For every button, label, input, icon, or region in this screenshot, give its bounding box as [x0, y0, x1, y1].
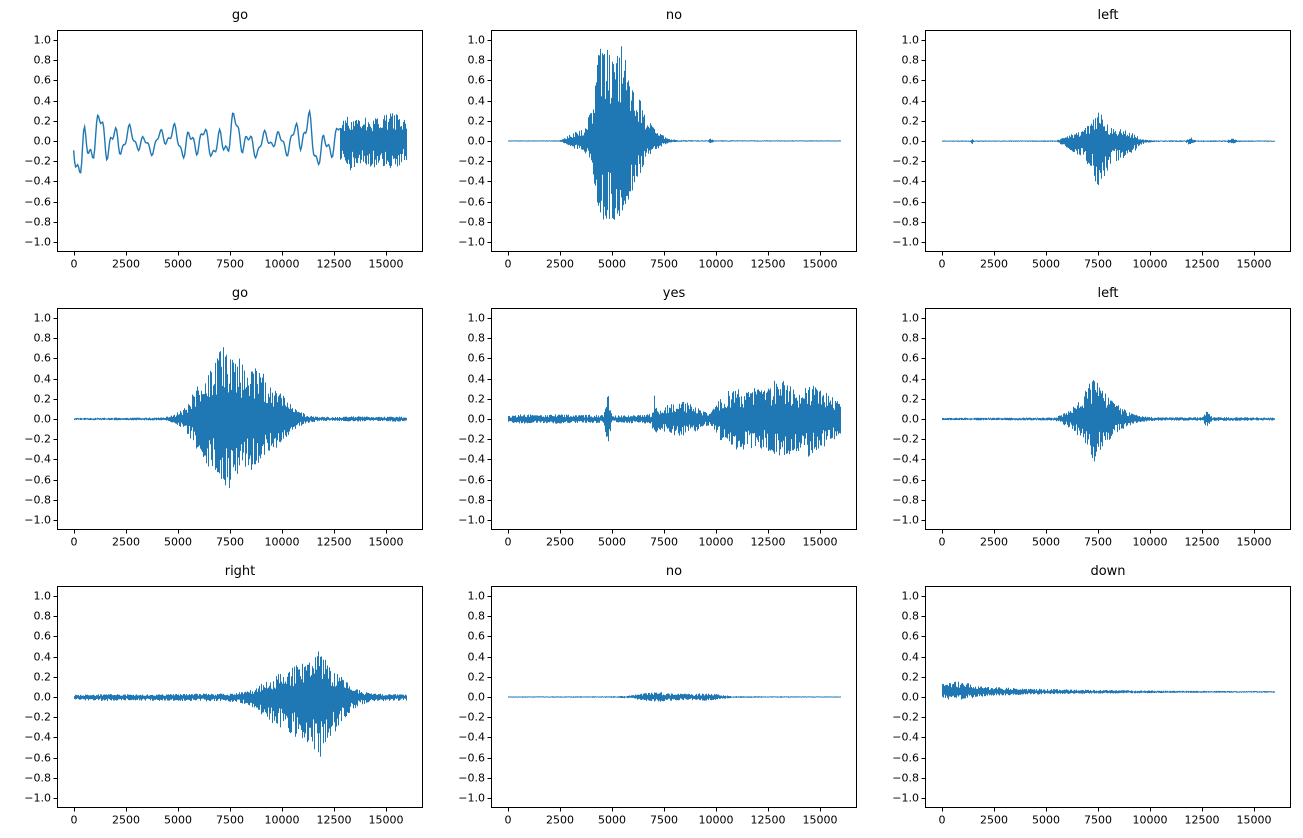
plot-title: go — [231, 286, 249, 301]
waveform-plot-canvas — [869, 582, 1303, 834]
plot-title: yes — [662, 286, 686, 301]
subplot-yes-1: yes — [435, 284, 869, 560]
subplot-left-1: left — [869, 6, 1303, 282]
subplot-left-2: left — [869, 284, 1303, 560]
plot-title: left — [1097, 8, 1119, 23]
waveform-plot-canvas — [435, 304, 869, 556]
plot-title: go — [231, 8, 249, 23]
waveform-plot-canvas — [435, 26, 869, 278]
waveform-plot-canvas — [869, 304, 1303, 556]
subplot-down-1: down — [869, 562, 1303, 838]
waveform-plot-canvas — [1, 26, 435, 278]
subplot-no-2: no — [435, 562, 869, 838]
waveform-plot-canvas — [1, 582, 435, 834]
subplot-go-2: go — [1, 284, 435, 560]
subplot-no-1: no — [435, 6, 869, 282]
plot-title: left — [1097, 286, 1119, 301]
subplot-go-1: go — [1, 6, 435, 282]
waveform-plot-canvas — [1, 304, 435, 556]
waveform-plot-canvas — [869, 26, 1303, 278]
plot-title: no — [665, 564, 683, 579]
plot-title: no — [665, 8, 683, 23]
subplot-right-1: right — [1, 562, 435, 838]
plot-title: down — [1090, 564, 1126, 579]
plot-title: right — [224, 564, 256, 579]
waveform-plot-canvas — [435, 582, 869, 834]
